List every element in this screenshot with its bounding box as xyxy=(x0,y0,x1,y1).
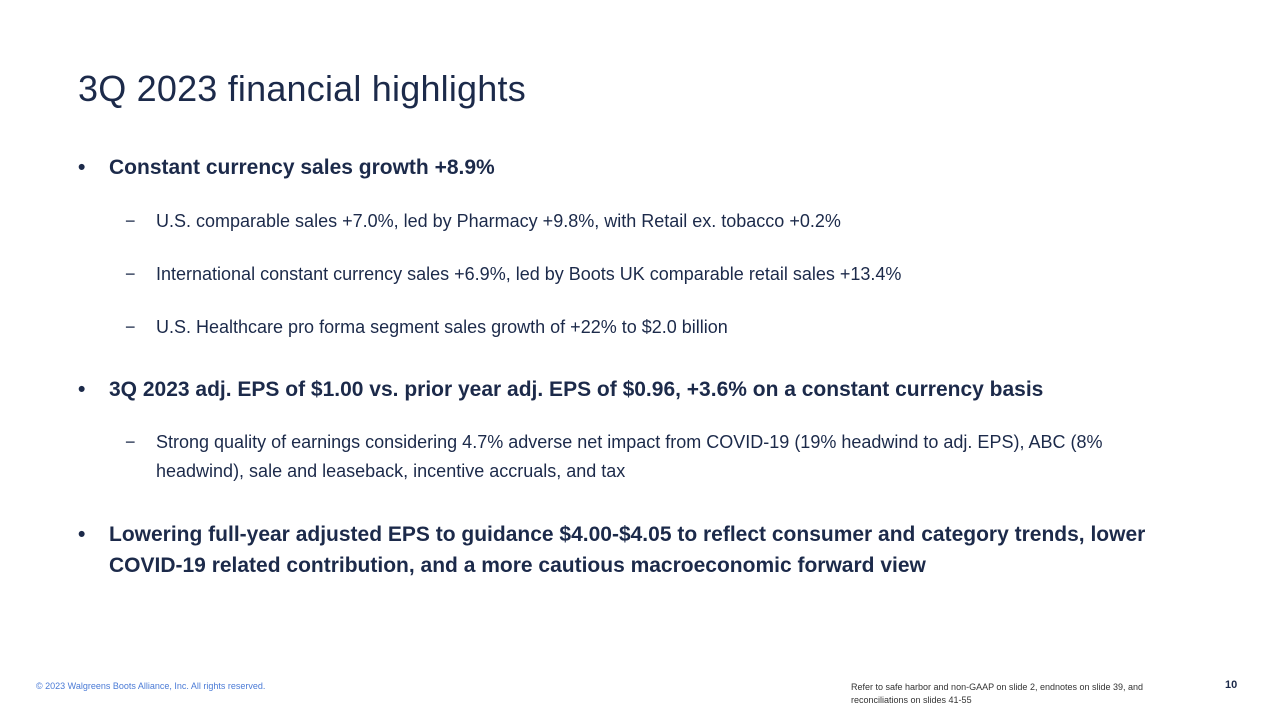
sub-bullet-text: U.S. comparable sales +7.0%, led by Phar… xyxy=(156,211,841,231)
bullet-icon: • xyxy=(78,378,86,401)
bullet-text: Constant currency sales growth +8.9% xyxy=(109,156,495,179)
sub-bullet-text: Strong quality of earnings considering 4… xyxy=(156,432,1103,481)
bullet-icon: • xyxy=(78,156,86,179)
bullet-text: Lowering full-year adjusted EPS to guida… xyxy=(109,523,1146,577)
sub-bullet-text: U.S. Healthcare pro forma segment sales … xyxy=(156,317,728,337)
slide-title: 3Q 2023 financial highlights xyxy=(78,68,526,109)
bullet-text: 3Q 2023 adj. EPS of $1.00 vs. prior year… xyxy=(109,378,1044,401)
dash-icon: − xyxy=(125,264,136,284)
disclaimer-text: Refer to safe harbor and non-GAAP on sli… xyxy=(851,682,1144,705)
sub-bullet-item: − U.S. comparable sales +7.0%, led by Ph… xyxy=(125,207,1165,236)
dash-icon: − xyxy=(125,317,136,337)
page-number: 10 xyxy=(1225,679,1238,691)
sub-bullet-item: − Strong quality of earnings considering… xyxy=(125,428,1165,486)
bullet-item: • Constant currency sales growth +8.9% xyxy=(78,152,1198,183)
dash-icon: − xyxy=(125,432,136,452)
bullet-item: • 3Q 2023 adj. EPS of $1.00 vs. prior ye… xyxy=(78,374,1198,405)
bullet-item: • Lowering full-year adjusted EPS to gui… xyxy=(78,519,1198,581)
sub-bullet-item: − International constant currency sales … xyxy=(125,260,1165,289)
sub-bullet-item: − U.S. Healthcare pro forma segment sale… xyxy=(125,313,1165,342)
copyright-text: © 2023 Walgreens Boots Alliance, Inc. Al… xyxy=(36,681,266,691)
bullet-icon: • xyxy=(78,523,86,546)
dash-icon: − xyxy=(125,211,136,231)
sub-bullet-text: International constant currency sales +6… xyxy=(156,264,902,284)
